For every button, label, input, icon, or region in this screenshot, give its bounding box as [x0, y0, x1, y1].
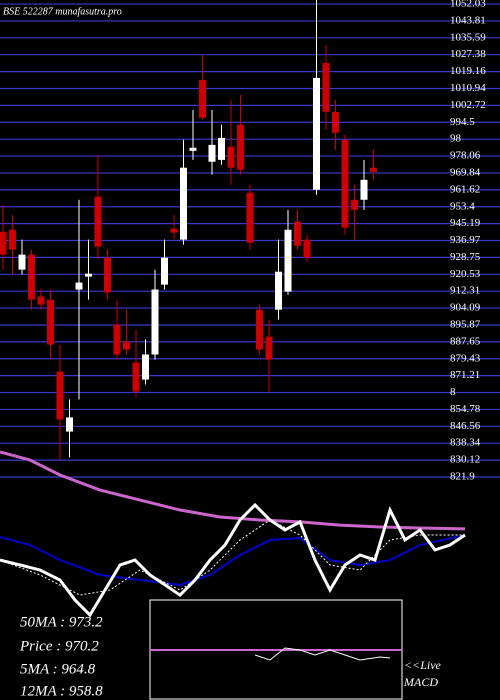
y-tick-label: 854.78 — [450, 403, 481, 415]
y-tick-label: 920.53 — [450, 268, 481, 280]
candle-body — [170, 228, 178, 233]
candle-body — [360, 179, 368, 200]
indicator-line — [0, 534, 466, 586]
indicator-line — [0, 450, 466, 531]
candle-body — [66, 417, 73, 432]
candle-body — [161, 257, 168, 285]
macd-label: MACD — [403, 675, 438, 689]
y-tick-label: 928.75 — [450, 251, 481, 263]
y-tick-label: 1010.94 — [450, 82, 486, 94]
y-tick-label: 8 — [450, 386, 456, 398]
candle-body — [313, 77, 320, 190]
candle-body — [265, 336, 273, 360]
candle-body — [237, 124, 244, 170]
candle-body — [85, 273, 92, 277]
y-tick-label: 969.84 — [450, 166, 481, 178]
candle-body — [47, 299, 54, 345]
indicator-line — [0, 519, 465, 596]
y-tick-label: 945.19 — [450, 217, 481, 229]
indicator-line — [254, 647, 391, 661]
y-tick-label: 1027.38 — [450, 48, 486, 60]
y-tick-label: 879.43 — [450, 352, 481, 364]
candle-body — [56, 371, 64, 420]
candle-body — [123, 341, 130, 350]
candle-body — [104, 257, 111, 293]
y-tick-label: 1043.81 — [450, 14, 486, 26]
candle-body — [218, 137, 225, 160]
macd-label: <<Live — [404, 658, 442, 672]
candle-body — [180, 167, 187, 240]
indicator-line — [0, 502, 466, 618]
candle-body — [275, 271, 282, 310]
candle-body — [246, 192, 254, 243]
candle-body — [18, 254, 26, 270]
candle-body — [9, 229, 16, 250]
candle-body — [284, 229, 292, 292]
y-tick-label: 895.87 — [450, 319, 481, 331]
y-tick-label: 1035.59 — [450, 31, 486, 43]
y-tick-label: 1002.72 — [450, 99, 486, 111]
candle-body — [28, 254, 35, 300]
y-tick-label: 978.06 — [450, 150, 481, 162]
candle-body — [151, 289, 159, 355]
y-tick-label: 904.09 — [450, 302, 481, 314]
candle-body — [341, 139, 349, 228]
y-tick-label: 887.65 — [450, 335, 481, 347]
candle-body — [113, 324, 121, 355]
candle-body — [256, 309, 263, 350]
y-tick-label: 953.4 — [450, 200, 475, 212]
candle-body — [351, 199, 358, 210]
candle-body — [94, 196, 102, 247]
y-tick-label: 821.9 — [450, 471, 475, 483]
candle-body — [75, 282, 83, 290]
y-tick-label: 1019.16 — [450, 65, 486, 77]
stat: Price : 970.2 — [19, 638, 99, 654]
stat: 5MA : 964.8 — [20, 661, 96, 677]
candle-body — [208, 144, 216, 162]
y-tick-label: 871.21 — [450, 369, 480, 381]
candle-body — [303, 239, 311, 258]
y-tick-label: 912.31 — [450, 285, 480, 297]
candle-body — [332, 111, 339, 133]
y-tick-label: 838.34 — [450, 437, 481, 449]
candle-body — [0, 231, 7, 255]
candle-body — [370, 167, 377, 172]
candle-body — [294, 221, 301, 246]
candle-body — [227, 146, 235, 168]
stat: 50MA : 973.2 — [20, 614, 103, 630]
candle-body — [132, 362, 140, 392]
candle-body — [322, 62, 330, 112]
stat: 12MA : 958.8 — [20, 683, 103, 699]
candle-body — [199, 79, 206, 118]
candle-body — [189, 147, 197, 151]
y-tick-label: 994.5 — [450, 116, 475, 128]
candle-body — [142, 354, 149, 380]
candle-body — [37, 296, 45, 305]
y-tick-label: 846.56 — [450, 420, 481, 432]
y-tick-label: 98 — [450, 133, 462, 145]
y-tick-label: 936.97 — [450, 234, 481, 246]
y-tick-label: 830.12 — [450, 454, 480, 466]
chart-title: BSE 522287 munafasutra.pro — [3, 6, 122, 17]
y-tick-label: 961.62 — [450, 183, 480, 195]
y-tick-label: 1052.03 — [450, 0, 486, 10]
